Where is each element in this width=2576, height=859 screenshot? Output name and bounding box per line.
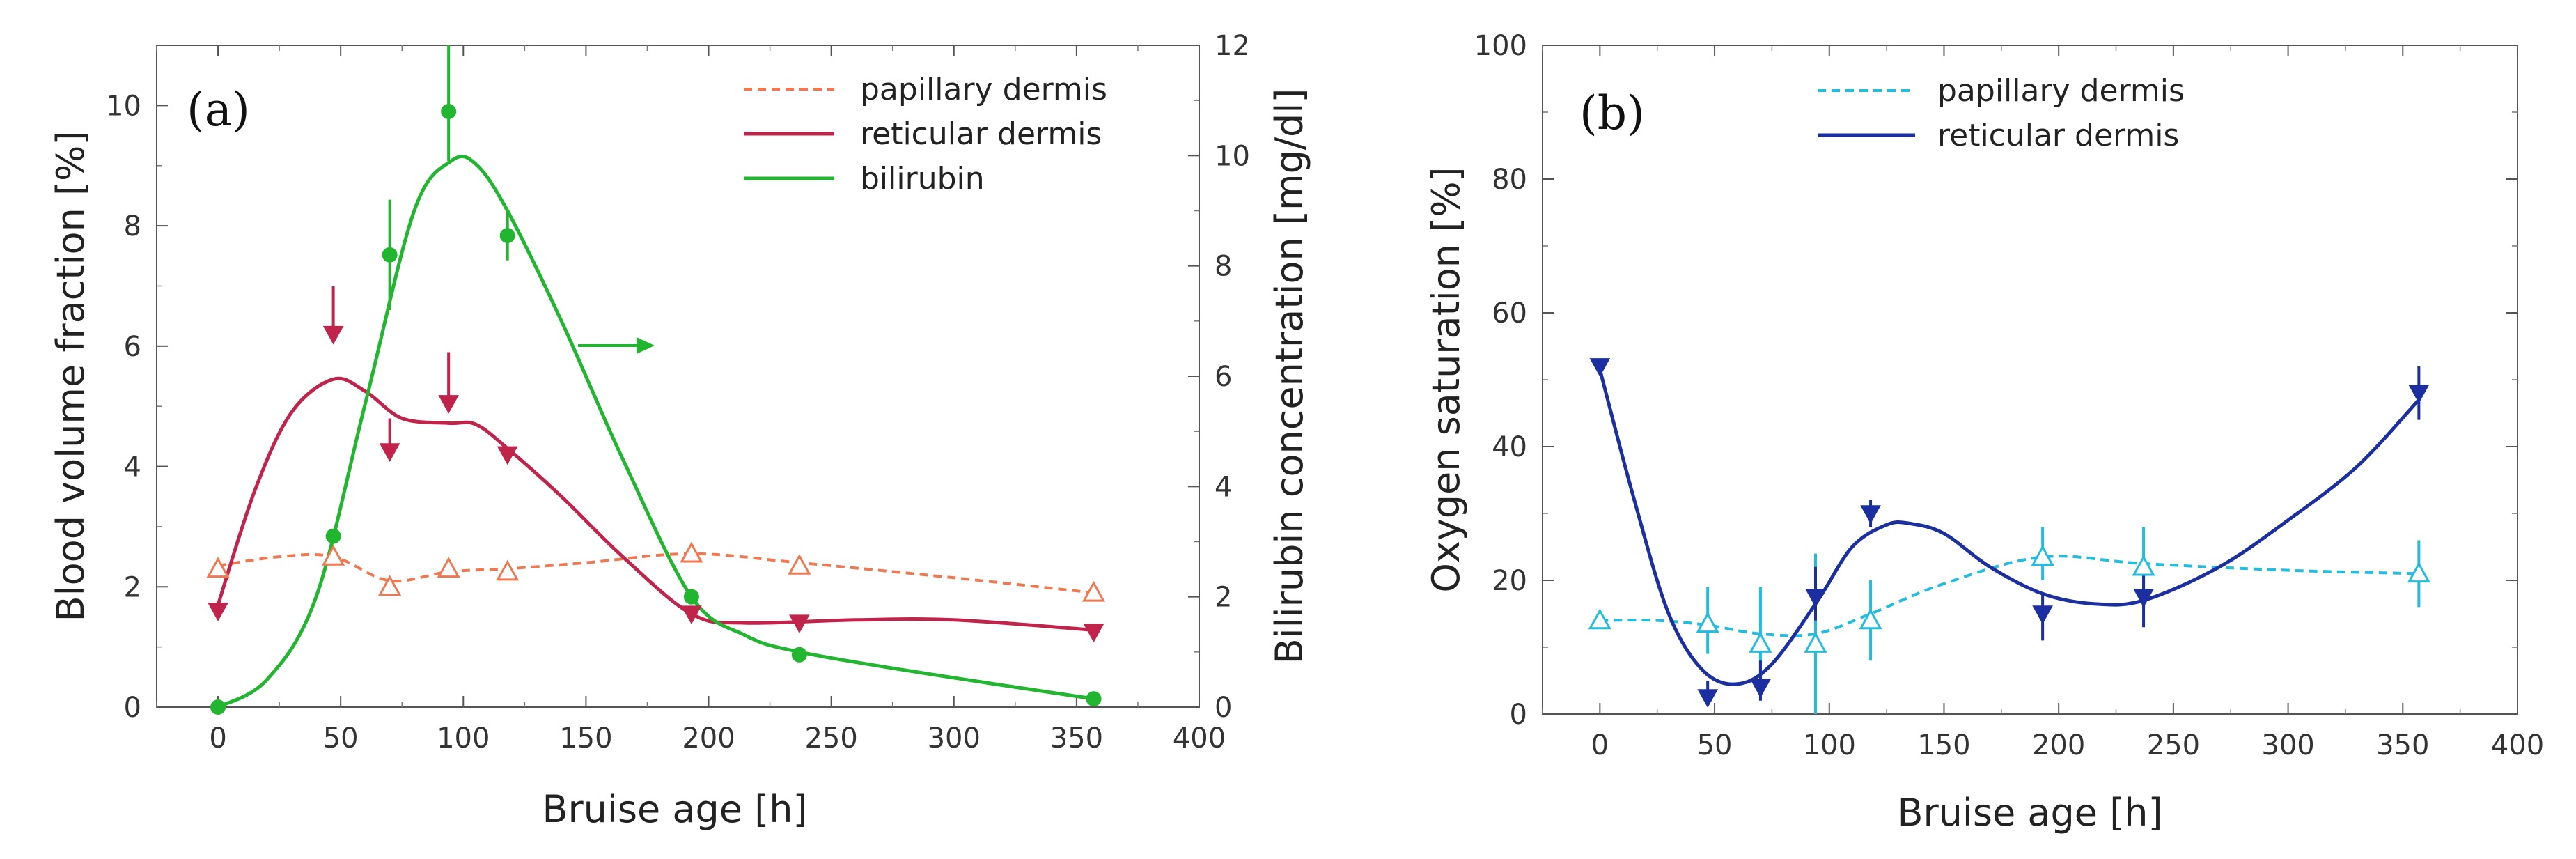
series-curve-papillary-dermis	[1600, 556, 2419, 635]
panel-b-ylabel: Oxygen saturation [%]	[1424, 167, 1468, 592]
panel-b-curves	[1600, 370, 2419, 685]
data-point-reticular-dermis	[2033, 606, 2052, 624]
x-tick-label: 0	[1591, 729, 1609, 761]
data-point-bilirubin	[792, 647, 807, 663]
x-tick-label: 250	[2147, 729, 2200, 761]
y2-tick-label: 8	[1215, 251, 1232, 283]
y-tick-label: 80	[1492, 164, 1527, 196]
panel-b-xlabel: Bruise age [h]	[1897, 791, 2162, 835]
data-point-papillary-dermis	[2134, 557, 2153, 575]
data-point-bilirubin	[382, 247, 398, 263]
y2-tick-label: 12	[1215, 30, 1250, 62]
panel-a-y2label: Bilirubin concentration [mg/dl]	[1267, 88, 1311, 665]
x-tick-label: 200	[2032, 729, 2085, 761]
panel-a-errorbars	[334, 45, 508, 451]
data-point-bilirubin	[684, 589, 699, 605]
y2-tick-label: 0	[1215, 692, 1232, 724]
x-tick-label: 50	[1697, 729, 1733, 761]
data-point-reticular-dermis	[682, 606, 701, 624]
legend-a-bilirubin-label: bilirubin	[860, 161, 985, 196]
series-curve-reticular-dermis	[1600, 370, 2419, 685]
x-tick-label: 100	[1803, 729, 1856, 761]
data-point-papillary-dermis	[790, 556, 809, 573]
y-tick-label: 8	[124, 210, 141, 242]
x-tick-label: 400	[1173, 722, 1226, 754]
x-tick-label: 0	[209, 722, 226, 754]
data-point-papillary-dermis	[324, 547, 343, 564]
data-point-bilirubin	[441, 104, 456, 119]
x-tick-label: 50	[323, 722, 359, 754]
data-point-papillary-dermis	[1698, 614, 1717, 631]
panel-b-errorbars	[1708, 366, 2419, 714]
y2-tick-label: 4	[1215, 471, 1232, 503]
data-point-papillary-dermis	[1751, 634, 1770, 651]
legend-b-papillary-label: papillary dermis	[1937, 73, 2185, 109]
legend-b-reticular-label: reticular dermis	[1937, 118, 2179, 153]
panel-b-label: (b)	[1579, 86, 1645, 140]
panel-b: 0 50 100 150 200 250 300 350 400 0 20 40 60 80 100 (b)…	[1424, 30, 2544, 835]
data-point-bilirubin	[210, 699, 226, 715]
data-point-papillary-dermis	[208, 559, 228, 576]
y2-tick-label: 10	[1215, 140, 1250, 172]
panel-a-label: (a)	[187, 83, 250, 137]
y2-tick-label: 2	[1215, 582, 1232, 614]
data-point-reticular-dermis	[439, 396, 458, 413]
y-tick-label: 6	[124, 331, 141, 363]
panel-a-ylabel: Blood volume fraction [%]	[49, 131, 93, 622]
panel-a-xlabel: Bruise age [h]	[542, 787, 807, 831]
data-point-reticular-dermis	[208, 603, 228, 621]
y-tick-label: 60	[1492, 297, 1527, 330]
y-tick-label: 4	[124, 451, 141, 483]
x-tick-label: 150	[559, 722, 612, 754]
panel-a-legend: papillary dermis reticular dermis biliru…	[744, 72, 1107, 196]
data-point-reticular-dermis	[1751, 679, 1770, 697]
data-point-papillary-dermis	[439, 559, 458, 576]
data-point-reticular-dermis	[1590, 359, 1609, 376]
x-tick-label: 250	[804, 722, 857, 754]
data-point-reticular-dermis	[1806, 589, 1825, 607]
y-tick-label: 100	[1474, 30, 1527, 62]
x-tick-label: 350	[2376, 729, 2429, 761]
y-tick-label: 0	[124, 692, 141, 724]
data-point-reticular-dermis	[1861, 506, 1880, 523]
figure: 0 50 100 150 200 250 300 350 4000246810024681012…	[0, 0, 2576, 859]
y2-tick-label: 6	[1215, 361, 1232, 393]
y-tick-label: 2	[124, 571, 141, 603]
y-tick-label: 10	[106, 90, 141, 122]
data-point-papillary-dermis	[498, 562, 517, 580]
data-point-papillary-dermis	[1861, 611, 1880, 628]
data-point-reticular-dermis	[1084, 624, 1104, 642]
y-tick-label: 40	[1492, 431, 1527, 463]
panel-a-annotation-arrow	[578, 337, 655, 354]
series-curve-bilirubin	[218, 156, 1093, 707]
panel-a-curves	[218, 156, 1093, 707]
panel-a: 0 50 100 150 200 250 300 350 4000246810024681012…	[49, 30, 1311, 831]
legend-a-papillary-label: papillary dermis	[860, 72, 1107, 107]
x-tick-label: 100	[437, 722, 490, 754]
x-tick-label: 400	[2491, 729, 2544, 761]
panel-b-markers	[1590, 359, 2428, 707]
data-point-reticular-dermis	[324, 326, 343, 343]
x-tick-label: 200	[682, 722, 735, 754]
series-curve-reticular-dermis	[218, 378, 1093, 630]
data-point-bilirubin	[1086, 691, 1102, 706]
x-tick-label: 300	[928, 722, 981, 754]
x-tick-label: 150	[1917, 729, 1970, 761]
data-point-reticular-dermis	[380, 444, 400, 461]
x-tick-label: 350	[1050, 722, 1103, 754]
data-point-reticular-dermis	[2409, 385, 2428, 403]
data-point-papillary-dermis	[1806, 634, 1825, 651]
y-tick-label: 20	[1492, 565, 1527, 597]
data-point-bilirubin	[500, 228, 515, 243]
panel-b-legend: papillary dermis reticular dermis	[1818, 73, 2185, 153]
x-tick-label: 300	[2261, 729, 2314, 761]
data-point-bilirubin	[326, 529, 341, 544]
legend-a-reticular-label: reticular dermis	[860, 116, 1102, 152]
y-tick-label: 0	[1510, 699, 1527, 731]
